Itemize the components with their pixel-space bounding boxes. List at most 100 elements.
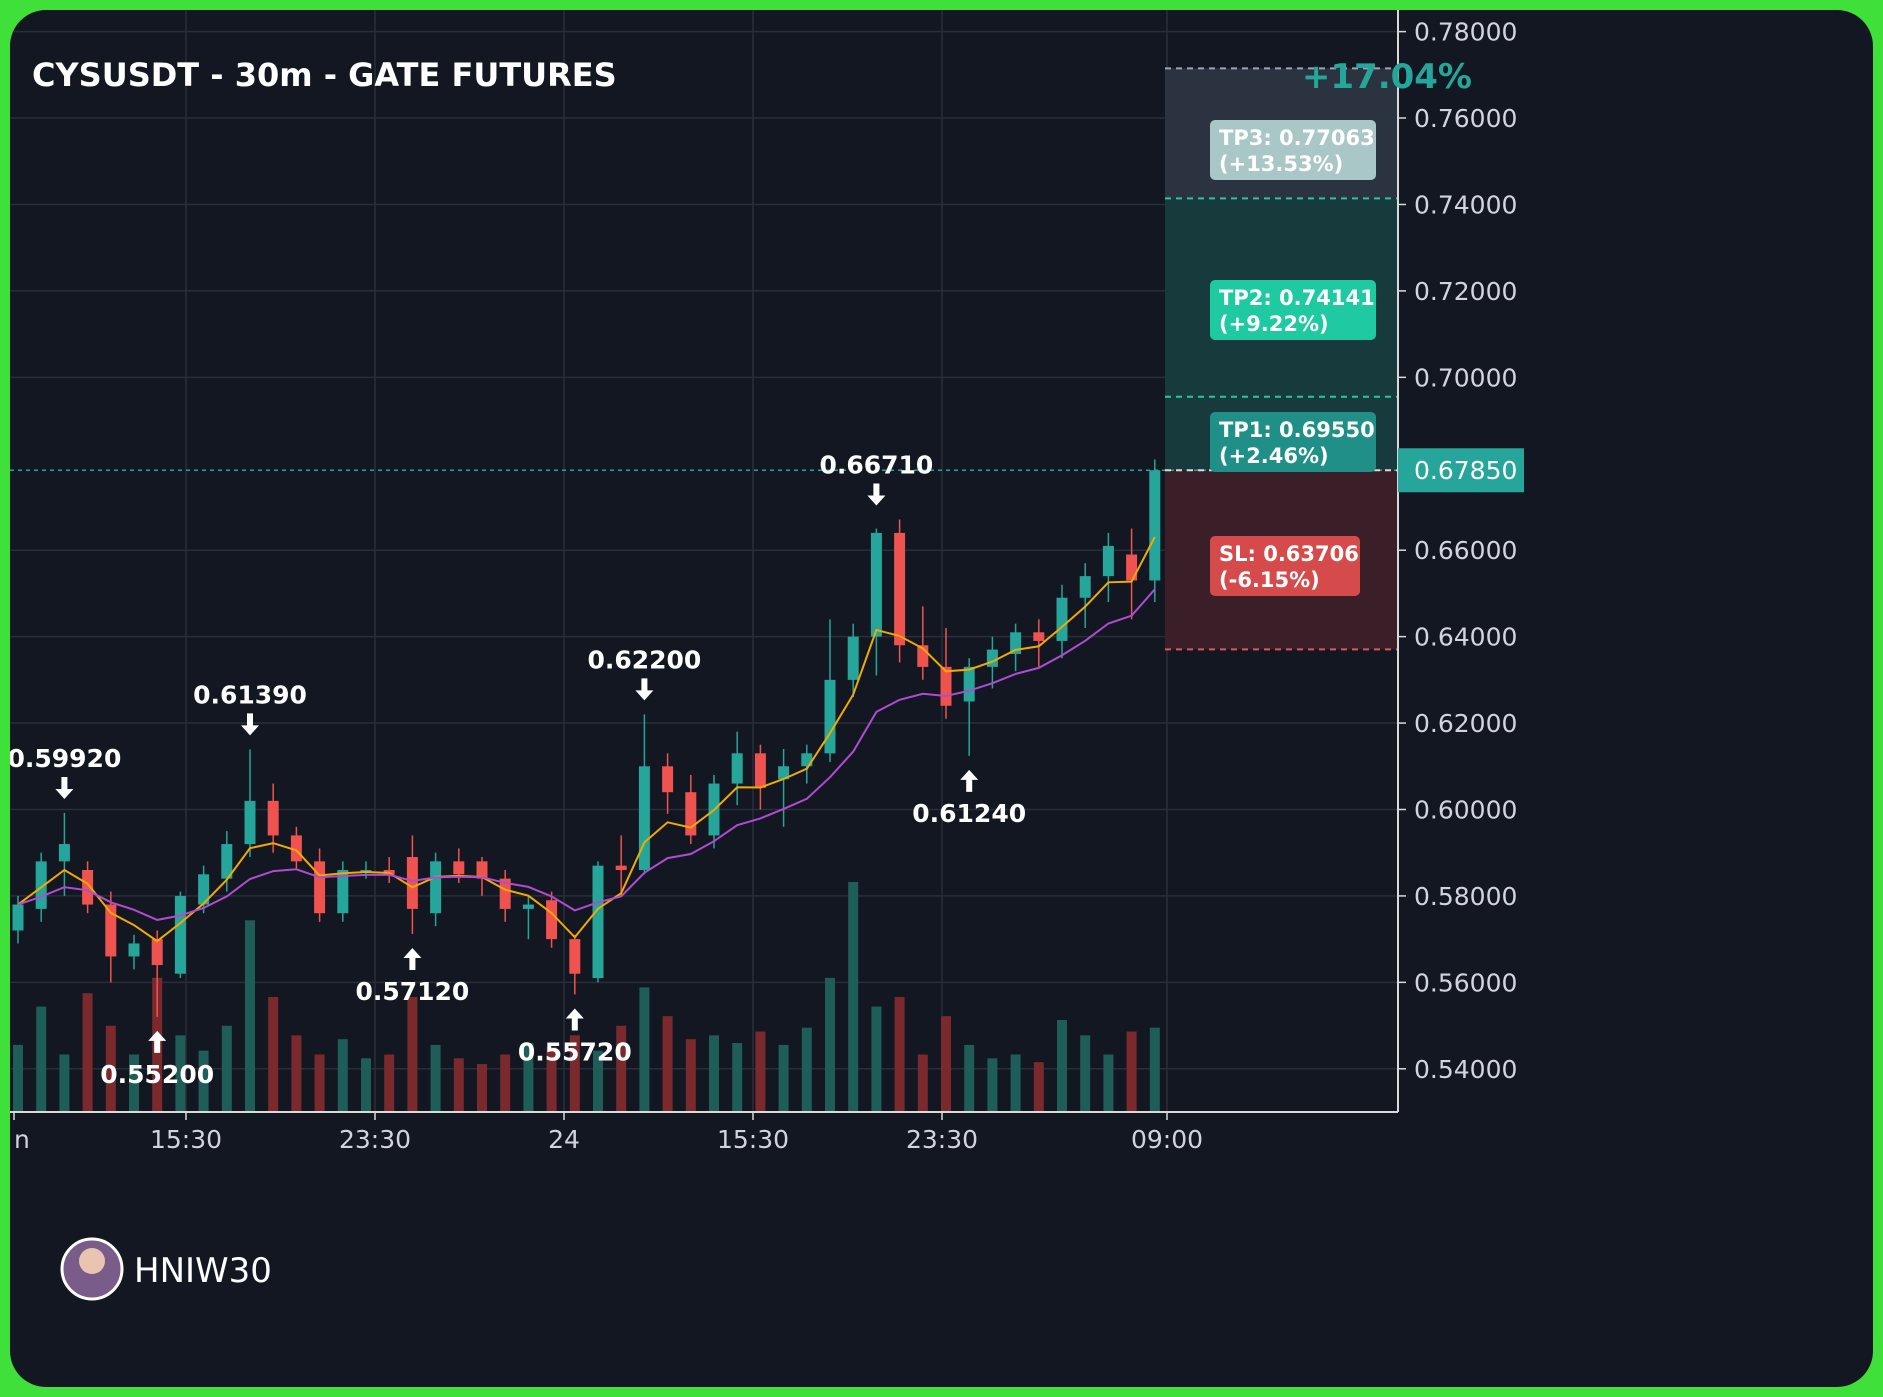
volume-bar: [36, 1006, 47, 1112]
volume-bar: [801, 1027, 812, 1112]
candle-body: [12, 904, 24, 931]
annotation-label: 0.62200: [587, 645, 701, 674]
candle-body: [314, 861, 326, 914]
current-price-tag: [1398, 448, 1524, 493]
candle-body: [731, 753, 743, 784]
candle-body: [198, 874, 210, 905]
volume-bar: [569, 1035, 580, 1112]
chart-frame: 0.59920 0.55200 0.61390 0.57120 0.55720 0.622…: [10, 10, 1873, 1387]
tp1-pct: (+2.46%): [1219, 444, 1329, 468]
price-chart[interactable]: 0.59920 0.55200 0.61390 0.57120 0.55720 0.622…: [10, 10, 1873, 1387]
volume-bar: [198, 1050, 209, 1112]
candle-body: [105, 904, 117, 957]
price-tick-label: 0.56000: [1414, 968, 1517, 997]
avatar-face: [79, 1248, 105, 1274]
volume-bar: [917, 1054, 928, 1112]
volume-bar: [871, 1006, 882, 1112]
candle-body: [406, 857, 418, 909]
volume-bar: [662, 1016, 673, 1112]
ema-fast-line: [17, 536, 1156, 943]
price-tick-label: 0.62000: [1414, 709, 1517, 738]
volume-bar: [1033, 1062, 1044, 1112]
annotation-label: 0.61240: [912, 799, 1026, 828]
candle-body: [963, 666, 975, 702]
candle-body: [662, 766, 674, 793]
tp1-label: TP1: 0.69550: [1219, 418, 1375, 442]
candle-body: [151, 939, 163, 966]
moving-averages: [17, 536, 1156, 943]
candle-body: [290, 835, 302, 862]
volume-bar: [221, 1025, 232, 1112]
watermark: HNIW30: [60, 1237, 272, 1301]
candle-body: [221, 844, 233, 879]
volume-bars: [13, 882, 1160, 1112]
volume-bar: [407, 997, 418, 1112]
volume-bar: [546, 1046, 557, 1112]
annotation-label: 0.59920: [10, 744, 121, 773]
price-tick-label: 0.70000: [1414, 363, 1517, 392]
arrow-up-icon: [565, 1008, 584, 1031]
volume-bar: [616, 1025, 627, 1112]
candle-body: [244, 800, 256, 845]
price-tick-label: 0.72000: [1414, 277, 1517, 306]
current-price-label: 0.67850: [1414, 456, 1517, 485]
volume-bar: [59, 1054, 70, 1112]
candle-body: [615, 865, 627, 870]
level-lines: [10, 67, 1398, 651]
candle-body: [1126, 554, 1138, 581]
price-tick-label: 0.76000: [1414, 104, 1517, 133]
candle-body: [1033, 632, 1045, 641]
candle-body: [847, 636, 859, 680]
candle-body: [522, 904, 534, 909]
candle-body: [453, 861, 465, 875]
volume-bar: [1126, 1031, 1137, 1112]
volume-bar: [1010, 1054, 1021, 1112]
price-tick-label: 0.66000: [1414, 536, 1517, 565]
sl-box: [1210, 536, 1360, 596]
volume-bar: [1149, 1027, 1160, 1112]
arrow-up-icon: [148, 1030, 167, 1053]
annotation-label: 0.66710: [819, 451, 933, 480]
volume-bar: [825, 977, 835, 1112]
volume-bar: [894, 997, 905, 1112]
volume-bar: [245, 920, 255, 1112]
volume-bar: [477, 1064, 487, 1112]
tp3-pct: (+13.53%): [1219, 152, 1343, 176]
volume-bar: [430, 1044, 441, 1112]
tp3-label: TP3: 0.77063: [1219, 126, 1375, 150]
volume-bar: [384, 1054, 395, 1112]
candle-body: [754, 753, 766, 788]
candle-body: [824, 679, 836, 754]
chart-title: CYSUSDT - 30m - GATE FUTURES: [32, 56, 617, 94]
arrow-up-icon: [403, 947, 422, 970]
price-tick-label: 0.64000: [1414, 623, 1517, 652]
time-tick-label: 23:30: [339, 1125, 411, 1154]
candle-body: [128, 943, 140, 957]
candle-body: [569, 939, 581, 974]
volume-bar: [709, 1035, 719, 1112]
volume-bar: [755, 1031, 766, 1112]
candle-body: [430, 861, 442, 914]
volume-bar: [639, 987, 650, 1112]
candle-body: [940, 666, 952, 706]
watermark-text: HNIW30: [134, 1251, 272, 1291]
volume-bar: [523, 1043, 534, 1112]
candle-body: [35, 861, 47, 909]
price-tick-label: 0.74000: [1414, 190, 1517, 219]
candle-body: [360, 869, 372, 872]
candle-body: [1010, 632, 1022, 654]
volume-bar: [129, 1054, 139, 1112]
candle-body: [337, 869, 349, 914]
candle-body: [267, 800, 279, 836]
time-tick-label: 23:30: [906, 1125, 978, 1154]
volume-bar: [82, 993, 93, 1112]
volume-bar: [268, 997, 279, 1112]
candle-body: [1056, 597, 1068, 641]
volume-bar: [314, 1054, 325, 1112]
volume-bar: [593, 1050, 603, 1112]
candle-body: [917, 645, 929, 667]
candle-body: [778, 766, 790, 780]
volume-bar: [1103, 1054, 1114, 1112]
candle-body: [1102, 545, 1114, 577]
candles: [12, 459, 1161, 1017]
